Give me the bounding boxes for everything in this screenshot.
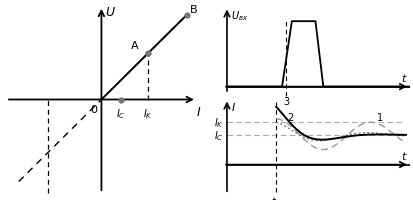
Text: 2: 2	[286, 112, 292, 122]
Text: $I_K$: $I_K$	[214, 116, 223, 130]
Text: A: A	[131, 41, 138, 51]
Text: $U$: $U$	[105, 6, 116, 19]
Text: $t$: $t$	[400, 72, 407, 84]
Text: 0: 0	[90, 105, 97, 115]
Text: $U_{вх}$: $U_{вх}$	[230, 9, 247, 23]
Text: $I$: $I$	[230, 100, 235, 112]
Text: 3: 3	[282, 97, 288, 107]
Text: 1: 1	[376, 112, 382, 122]
Text: B: B	[190, 5, 197, 15]
Text: $I_C$: $I_C$	[214, 129, 223, 142]
Text: $I_C$: $I_C$	[116, 107, 126, 120]
Text: $I_K$: $I_K$	[143, 107, 153, 120]
Text: $t_0$: $t_0$	[271, 194, 280, 200]
Text: $I$: $I$	[196, 106, 201, 119]
Text: $t$: $t$	[400, 149, 407, 161]
